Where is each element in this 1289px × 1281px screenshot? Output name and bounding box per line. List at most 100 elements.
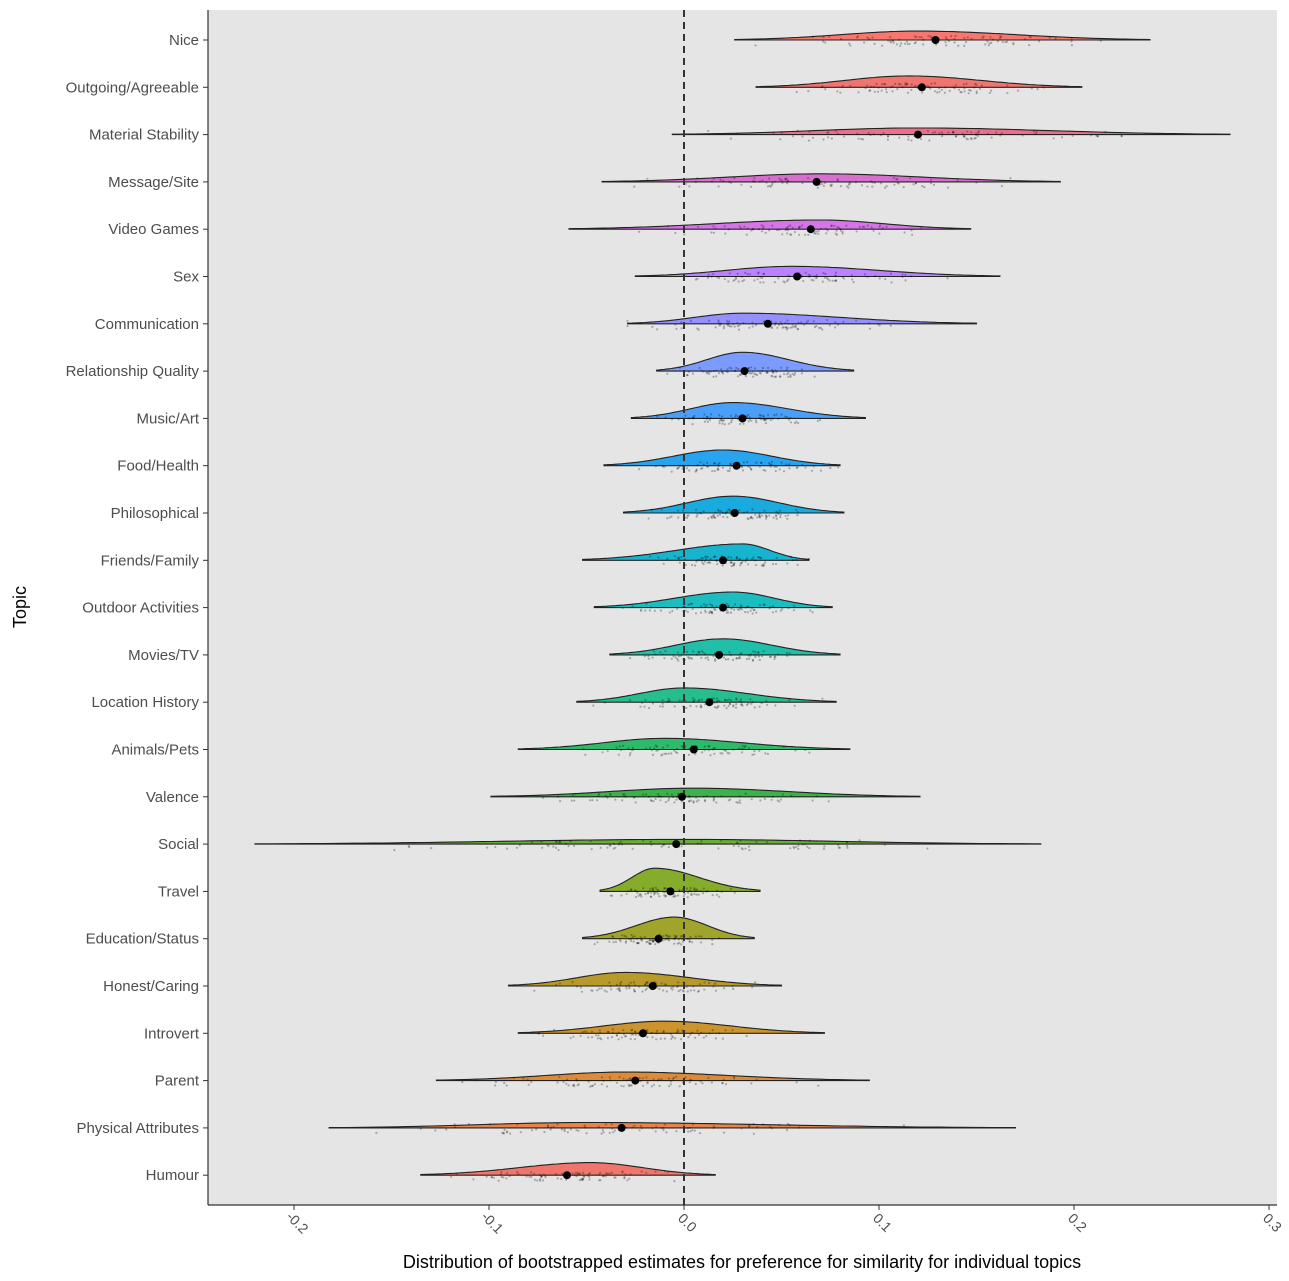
bootstrap-point [678,466,681,469]
bootstrap-point [1006,91,1009,95]
bootstrap-point [735,277,738,280]
bootstrap-point [697,558,700,562]
bootstrap-point [710,604,714,607]
bootstrap-point [453,1126,457,1129]
bootstrap-point [453,1123,456,1126]
bootstrap-point [708,611,711,615]
bootstrap-point [628,1077,632,1080]
bootstrap-point [728,422,731,425]
bootstrap-point [688,940,691,943]
bootstrap-point [969,89,972,92]
bootstrap-point [818,418,822,421]
bootstrap-point [676,942,679,945]
bootstrap-point [633,990,636,993]
bootstrap-point [734,276,737,279]
bootstrap-point [678,699,681,702]
bootstrap-point [682,990,685,993]
bootstrap-point [792,609,796,612]
bootstrap-point [711,894,714,897]
bootstrap-point [721,419,724,422]
bootstrap-point [655,1032,658,1035]
bootstrap-point [746,611,749,614]
bootstrap-point [599,1037,602,1040]
bootstrap-point [608,1076,612,1079]
bootstrap-point [682,605,685,608]
bootstrap-point [763,797,767,801]
bootstrap-point [778,228,781,231]
bootstrap-point [727,280,730,283]
bootstrap-point [589,799,592,802]
bootstrap-point [678,888,681,891]
bootstrap-point [763,604,766,607]
bootstrap-point [500,1170,503,1173]
bootstrap-point [700,605,703,608]
bootstrap-point [716,467,720,470]
bootstrap-point [751,371,754,374]
bootstrap-point [676,747,679,751]
bootstrap-point [950,35,953,38]
bootstrap-point [771,611,775,614]
bootstrap-point [774,704,777,707]
bootstrap-point [786,654,789,658]
bootstrap-point [680,943,683,946]
bootstrap-point [709,370,713,373]
bootstrap-point [652,1083,656,1086]
bootstrap-point [882,132,885,135]
bootstrap-point [772,605,775,608]
bootstrap-point [640,895,643,898]
bootstrap-point [728,180,731,183]
bootstrap-point [682,895,685,898]
bootstrap-point [597,1125,600,1128]
bootstrap-point [965,82,968,85]
bootstrap-point [824,227,827,230]
bootstrap-point [708,319,711,322]
bootstrap-point [746,227,749,230]
bootstrap-point [722,515,725,518]
bootstrap-point [794,372,797,375]
bootstrap-point [795,1081,798,1084]
bootstrap-point [787,225,790,228]
bootstrap-point [713,555,716,558]
bootstrap-point [598,1179,601,1182]
bootstrap-point [885,225,888,229]
bootstrap-point [618,987,621,990]
bootstrap-point [1034,132,1037,135]
bootstrap-point [591,1036,594,1039]
bootstrap-point [723,423,727,426]
bootstrap-point [770,326,773,329]
bootstrap-point [645,602,648,605]
bootstrap-point [721,370,724,373]
bootstrap-point [784,514,787,517]
bootstrap-point [578,1179,581,1182]
bootstrap-point [793,230,797,234]
bootstrap-point [772,371,775,374]
bootstrap-point [609,792,612,795]
bootstrap-point [663,657,666,660]
bootstrap-point [692,699,695,703]
bootstrap-point [871,185,874,188]
bootstrap-point [837,846,840,849]
bootstrap-point [920,227,923,230]
bootstrap-point [739,700,742,703]
bootstrap-point [683,605,686,609]
bootstrap-point [668,1085,671,1088]
bootstrap-point [944,41,947,44]
bootstrap-point [848,42,851,45]
bootstrap-point [736,321,739,324]
bootstrap-point [847,186,850,189]
mean-point-material-stability [914,130,922,139]
bootstrap-point [670,752,673,755]
bootstrap-point [813,326,817,329]
bootstrap-point [632,748,635,751]
bootstrap-point [656,415,659,418]
bootstrap-point [830,224,833,227]
bootstrap-point [998,37,1002,40]
bootstrap-point [785,227,788,230]
bootstrap-point [726,751,729,755]
density-music-art [630,402,866,419]
bootstrap-point [841,232,844,235]
bootstrap-point [774,321,777,324]
bootstrap-point [868,327,872,330]
bootstrap-point [751,508,754,511]
bootstrap-point [655,1125,658,1128]
